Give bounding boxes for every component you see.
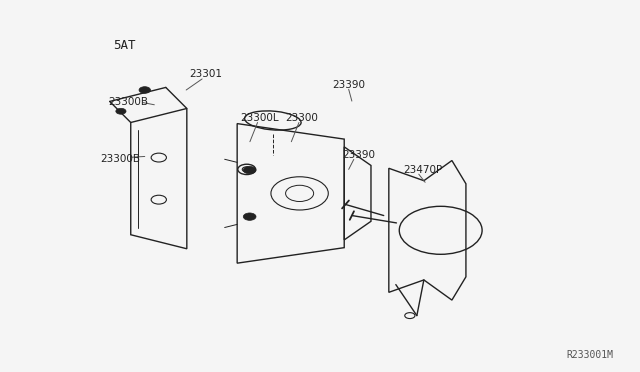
Circle shape [243, 166, 256, 174]
Text: 5AT: 5AT [113, 39, 136, 52]
Text: R233001M: R233001M [566, 350, 613, 359]
Text: 23300B: 23300B [108, 97, 148, 107]
Text: 23300B: 23300B [100, 154, 140, 164]
Text: 23470P: 23470P [403, 165, 442, 175]
Text: 23300L: 23300L [241, 113, 279, 124]
Text: 23390: 23390 [342, 150, 375, 160]
Circle shape [139, 87, 150, 93]
Text: 23301: 23301 [189, 69, 222, 79]
Circle shape [243, 213, 256, 220]
Circle shape [116, 108, 126, 114]
Text: 23300: 23300 [285, 113, 318, 124]
Text: 23390: 23390 [333, 80, 365, 90]
